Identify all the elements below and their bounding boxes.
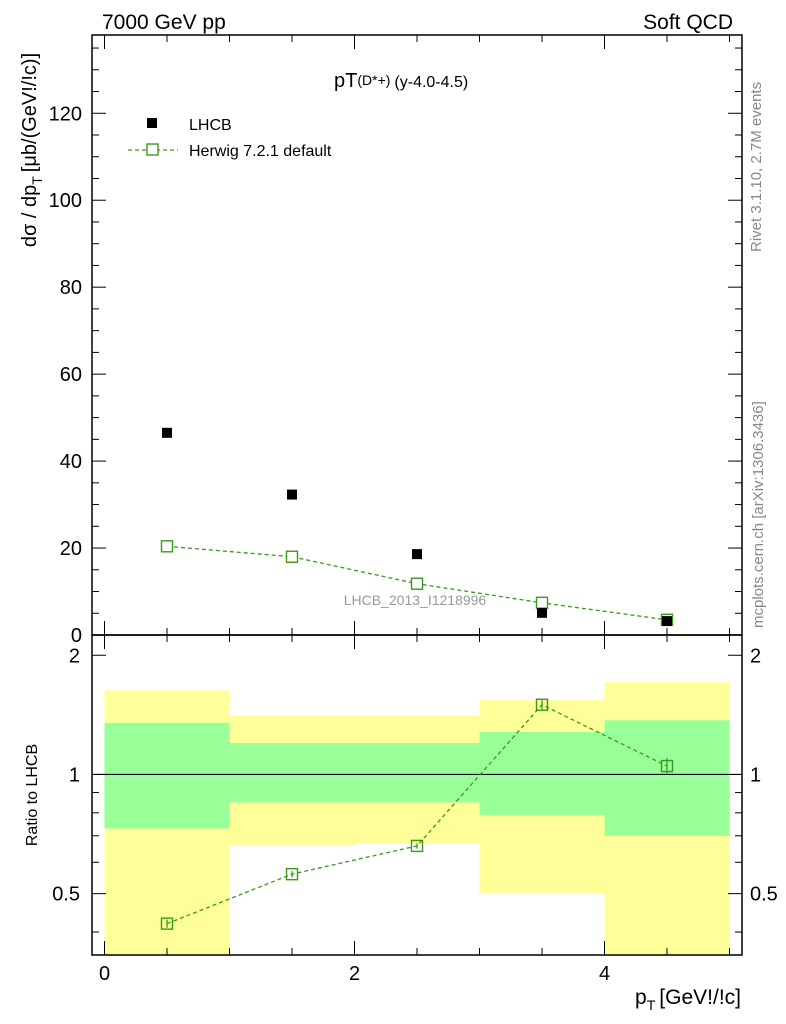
ratio-y-axis-label: Ratio to LHCB [24,744,41,846]
main-y-tick-label: 80 [60,277,82,299]
plot-title-rest: (y-4.0-4.5) [394,74,468,91]
ratio-point [535,698,549,711]
x-tick-label: 0 [99,963,110,985]
legend-label-lhcb: LHCB [189,117,232,134]
mc-point [410,577,424,590]
rivet-version-label: Rivet 3.1.10, 2.7M events [748,82,765,252]
data-point [287,489,297,500]
header-right-label: Soft QCD [643,11,733,34]
x-axis-label-sub: T [647,997,656,1013]
main-y-tick-label: 100 [49,190,82,212]
mc-point [535,596,549,610]
legend-marker-lhcb [147,118,157,128]
ratio-y-tick-label: 1 [69,764,80,786]
plot-title-main: pT [334,70,357,92]
main-y-tick-label: 120 [49,103,82,125]
ratio-point [660,759,674,773]
header-left-label: 7000 GeV pp [102,11,226,34]
legend: LHCB Herwig 7.2.1 default [128,117,332,160]
ratio-band-green [479,732,605,815]
ratio-plot-panel: 0.5 0.5 1 1 2 2 0 2 4 [52,634,778,985]
ratio-band-green [104,722,230,829]
x-tick-label: 4 [599,963,610,985]
mc-point [160,540,174,553]
plot-title: pT(D*+) (y-4.0-4.5) [334,70,468,92]
x-axis-label-text: p [635,986,647,1009]
mc-point [285,550,299,563]
data-point [412,549,422,560]
main-y-tick-label: 0 [71,625,82,647]
x-tick-label: 2 [349,963,360,985]
analysis-watermark: LHCB_2013_I1218996 [344,592,487,608]
ratio-y-tick-label: 2 [69,645,80,667]
ratio-band-green [354,743,480,803]
legend-marker-herwig [146,143,159,156]
main-y-tick-label: 60 [60,364,82,386]
data-point [537,607,547,618]
ratio-y-tick-label-right: 2 [750,645,761,667]
main-y-axis-label-sub: T [29,176,45,185]
main-y-tick-label: 40 [60,451,82,473]
data-point [162,427,172,438]
ratio-point [410,839,424,853]
main-y-tick-label: 20 [60,538,82,560]
data-point [662,616,672,627]
ratio-band-green [604,720,730,836]
main-y-axis-label-tail: [μb/(GeV!/!c)] [19,53,41,172]
plot-title-sub: (D*+) [357,72,390,88]
ratio-band-green [229,743,355,803]
ratio-y-tick-label-right: 0.5 [750,884,778,906]
main-y-axis-label: dσ / dpT [μb/(GeV!/!c)] [19,53,45,247]
main-y-axis-label-text: dσ / dp [19,185,41,247]
ratio-point [285,867,299,881]
x-axis-label: pT [GeV!/!c] [635,986,741,1013]
legend-label-herwig: Herwig 7.2.1 default [189,143,332,160]
ratio-point [160,917,174,930]
source-url-label: mcplots.cern.ch [arXiv:1306.3436] [750,401,767,628]
ratio-y-tick-label-right: 1 [750,764,761,786]
x-axis-label-tail: [GeV!/!c] [659,986,741,1009]
ratio-y-tick-label: 0.5 [52,884,80,906]
